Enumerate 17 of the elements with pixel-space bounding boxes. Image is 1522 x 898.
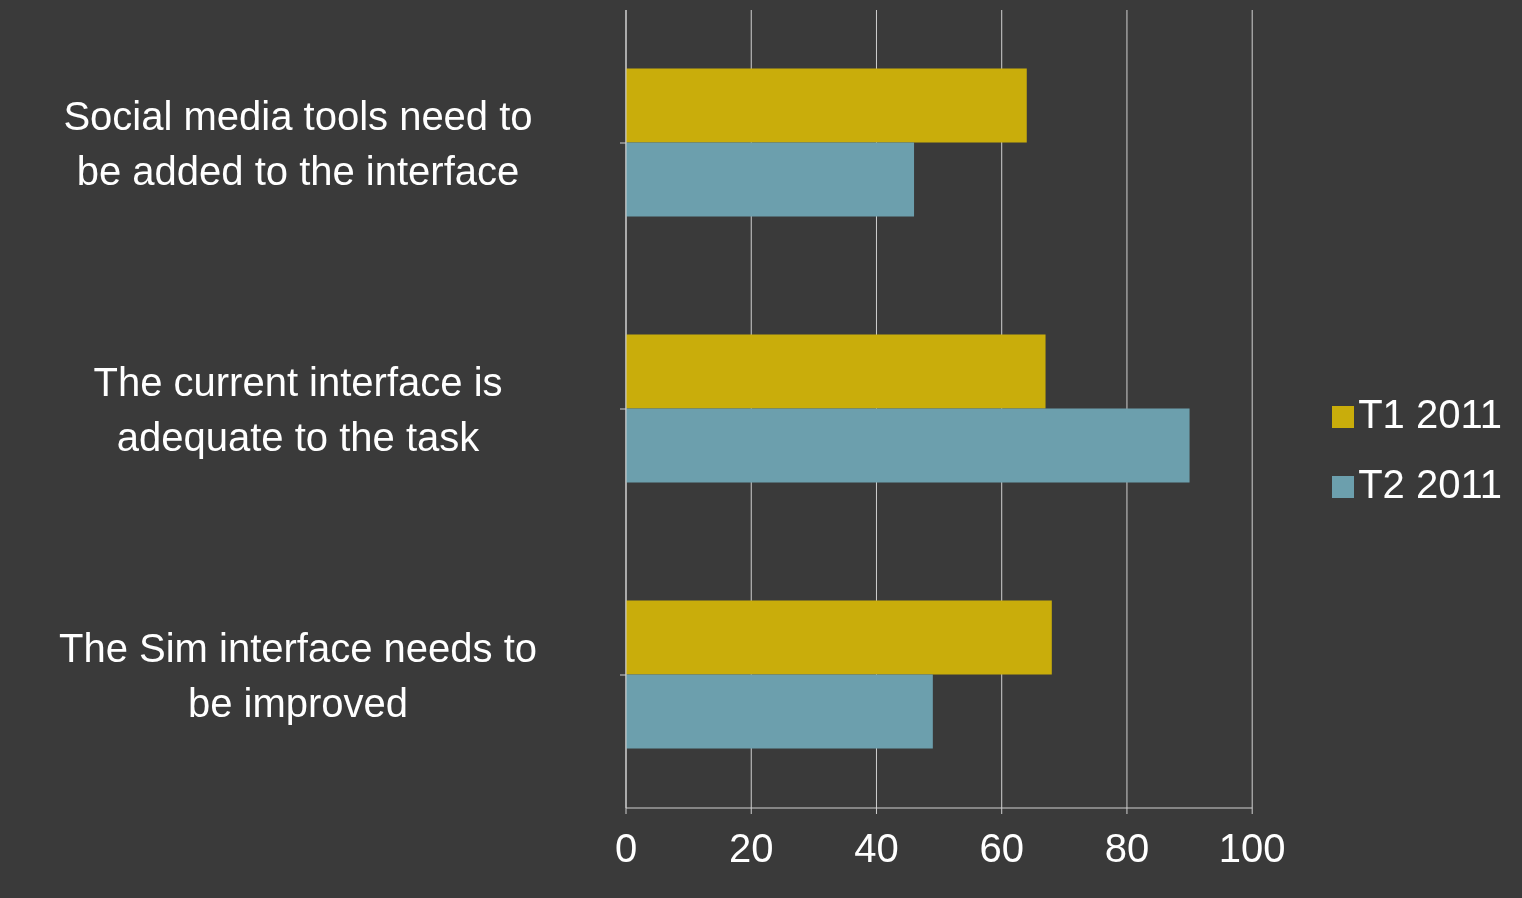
legend-label: T1 2011	[1358, 392, 1502, 436]
legend-label: T2 2011	[1358, 462, 1502, 506]
bar	[626, 408, 1190, 483]
y-tick-label: The Sim interface needs to be improved	[58, 625, 538, 725]
y-tick-label: Social media tools need to be added to the interface	[63, 93, 533, 193]
bar	[626, 68, 1027, 143]
x-tick-label: 20	[728, 826, 774, 871]
bar	[626, 142, 915, 217]
x-tick-label: 60	[979, 826, 1024, 871]
x-tick-label: 40	[854, 826, 899, 871]
x-tick-label: 100	[1218, 826, 1286, 871]
bar	[626, 674, 933, 749]
x-tick-label: 80	[1104, 826, 1150, 871]
y-tick-label: The current interface is adequate to the task	[93, 359, 503, 459]
bar	[626, 334, 1046, 409]
x-tick-label: 0	[614, 826, 638, 871]
bar	[626, 600, 1052, 675]
